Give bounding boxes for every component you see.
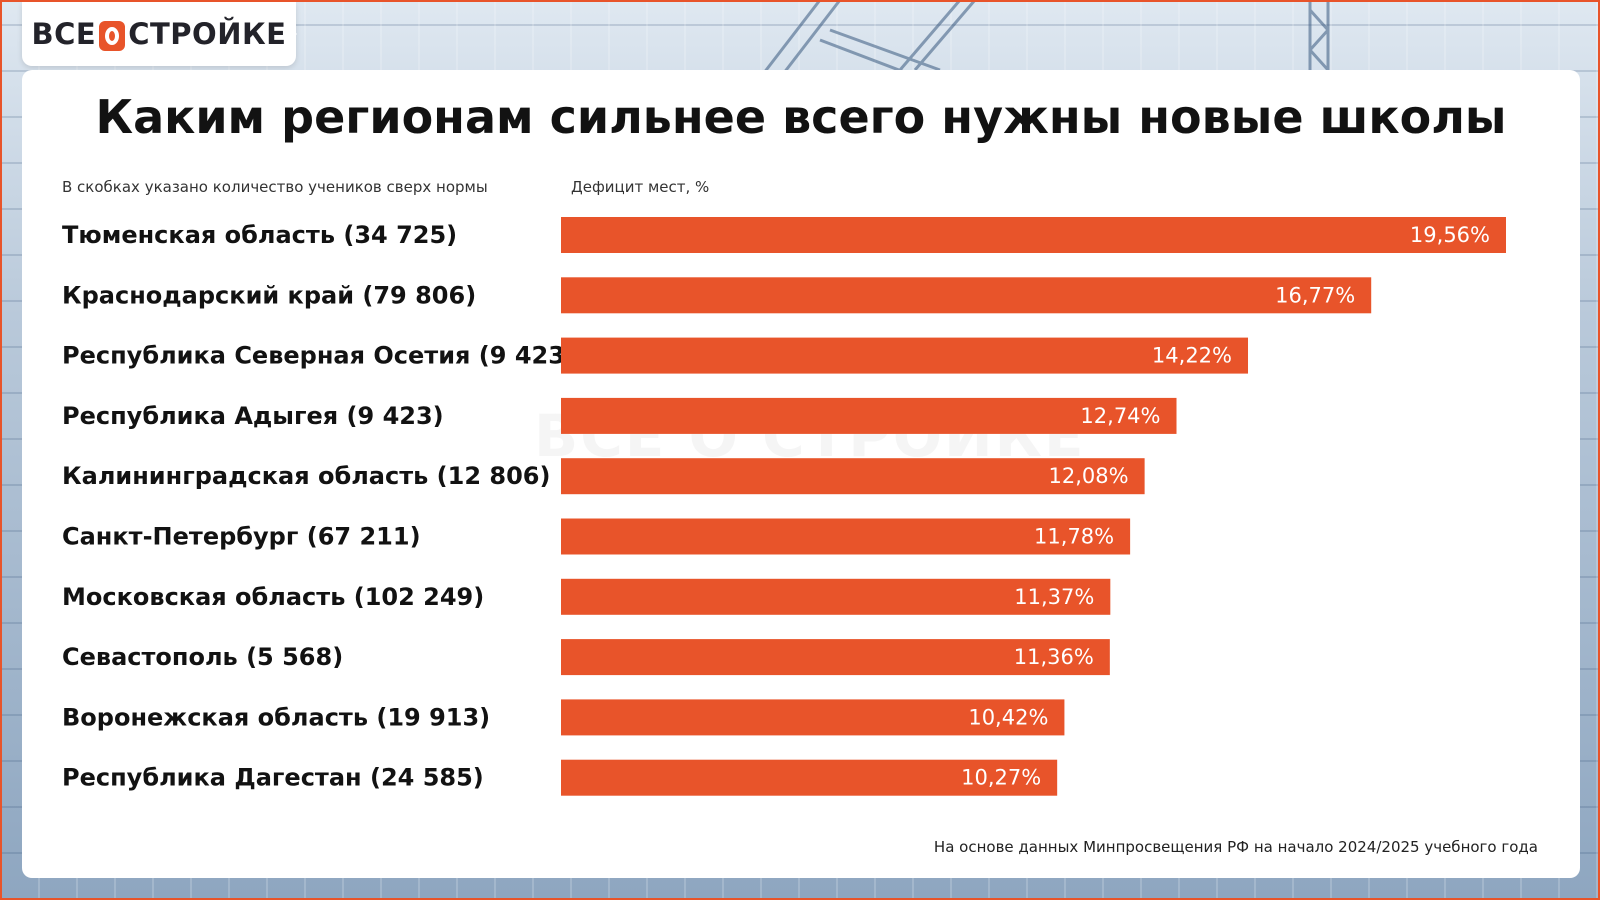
- data-label: 10,27%: [961, 766, 1041, 790]
- category-label: Республика Адыгея (9 423): [62, 402, 444, 430]
- category-label: Краснодарский край (79 806): [62, 281, 476, 309]
- category-label: Республика Северная Осетия (9 423): [62, 342, 576, 370]
- chart-card: Каким регионам сильнее всего нужны новые…: [22, 70, 1580, 878]
- category-label: Воронежская область (19 913): [62, 703, 490, 731]
- bar: [561, 397, 1177, 434]
- data-label: 16,77%: [1275, 283, 1355, 307]
- logo-text-left: ВСЕ: [31, 17, 97, 51]
- chart-note: В скобках указано количество учеников св…: [62, 178, 488, 196]
- category-label: Республика Дагестан (24 585): [62, 764, 484, 792]
- bar: [561, 699, 1065, 736]
- data-label: 11,36%: [1014, 645, 1094, 669]
- source-note: На основе данных Минпросвещения РФ на на…: [933, 838, 1538, 856]
- bar: [561, 217, 1506, 253]
- bar: [561, 639, 1110, 676]
- chart-title: Каким регионам сильнее всего нужны новые…: [95, 90, 1507, 144]
- data-label: 12,08%: [1049, 464, 1129, 488]
- data-label: 11,37%: [1014, 585, 1094, 609]
- data-label: 12,74%: [1080, 404, 1160, 428]
- crane-tower-illustration: [1308, 0, 1330, 78]
- category-label: Тюменская область (34 725): [62, 221, 457, 249]
- data-label: 10,42%: [968, 705, 1048, 729]
- bar: [561, 458, 1145, 495]
- bar: [561, 578, 1111, 615]
- bar-chart: Тюменская область (34 725) 19,56% Краснода…: [62, 217, 1506, 796]
- bar: [561, 518, 1131, 555]
- logo-text-right: СТРОЙКЕ: [128, 17, 287, 51]
- bar: [561, 337, 1249, 374]
- category-label: Севастополь (5 568): [62, 643, 343, 671]
- bar: [561, 277, 1372, 314]
- category-label: Калининградская область (12 806): [62, 462, 550, 490]
- data-label: 14,22%: [1152, 344, 1232, 368]
- axis-label: Дефицит мест, %: [571, 178, 710, 196]
- category-label: Санкт-Петербург (67 211): [62, 523, 421, 551]
- data-label: 11,78%: [1034, 525, 1114, 549]
- logo-mark-icon: [99, 21, 126, 51]
- logo-pointer: [289, 27, 297, 41]
- data-label: 19,56%: [1410, 223, 1490, 247]
- category-label: Московская область (102 249): [62, 583, 484, 611]
- crane-illustration: [758, 0, 977, 78]
- brand-logo[interactable]: ВСЕ СТРОЙКЕ: [22, 2, 296, 66]
- bar: [561, 759, 1058, 796]
